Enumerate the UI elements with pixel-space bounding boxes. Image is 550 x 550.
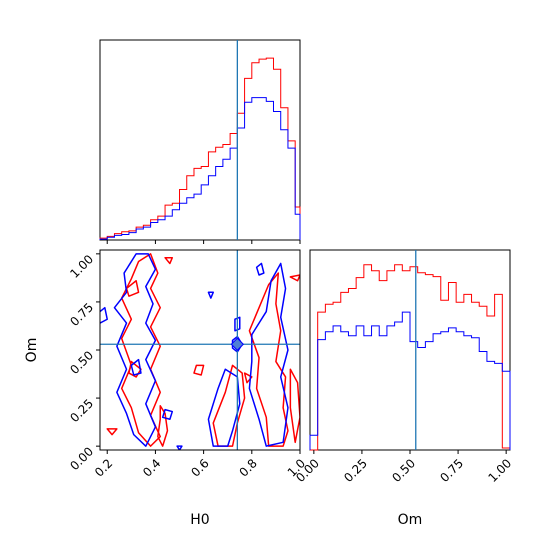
histogram-h0-ticks [106, 240, 301, 244]
contour-red-level [157, 405, 169, 447]
contour-red-level [248, 272, 289, 447]
contour-blue-level [248, 262, 289, 447]
histogram-h0-panel [99, 39, 301, 244]
contour-red-series [106, 253, 300, 447]
contour-x-axis-label: H0 [190, 512, 209, 528]
histogram-om-x-ticks: 0.00 0.25 0.50 0.75 1.00 [293, 450, 514, 485]
contour-x-tick-label: 0.6 [188, 456, 211, 479]
contour-blue-level [207, 291, 214, 299]
histogram-om-x-tick-label: 0.75 [437, 456, 466, 485]
histogram-om-x-tick-label: 0.25 [341, 456, 370, 485]
histogram-h0-frame [99, 39, 301, 241]
contour-red-level [106, 428, 118, 436]
contour-truth-marker [230, 337, 245, 351]
contour-y-axis-label: Om [24, 338, 40, 363]
contour-red-level [212, 364, 246, 447]
contour-red-level [243, 372, 253, 384]
contour-y-tick-label: 0.50 [67, 348, 96, 377]
histogram-om-x-axis-label: Om [398, 512, 423, 528]
contour-red-level [289, 368, 300, 444]
contour-red-level [289, 274, 300, 282]
contour-blue-level [100, 306, 108, 324]
contour-blue-series [100, 253, 289, 450]
histogram-om-panel: 0.00 0.25 0.50 0.75 1.00 Om [293, 249, 514, 528]
contour-panel: 0.2 0.4 0.6 0.8 1.0 0.000.250.500.751.00 H0 … [24, 249, 308, 528]
histogram-om-x-tick-label: 1.00 [485, 456, 514, 485]
contour-red-level [193, 364, 205, 376]
contour-y-tick-label: 0.25 [67, 396, 96, 425]
contour-red-level [164, 256, 174, 265]
contour-blue-level [161, 408, 174, 420]
contour-y-ticks: 0.000.250.500.751.00 [67, 252, 100, 473]
contour-blue-level [234, 316, 241, 332]
histogram-h0-blue-series [99, 97, 301, 240]
contour-blue-level [207, 368, 241, 447]
contour-blue-level [113, 253, 157, 447]
contour-blue-level [176, 445, 183, 450]
contour-blue-level [130, 358, 142, 376]
histogram-om-x-tick-label: 0.50 [389, 456, 418, 485]
contour-blue-level [255, 262, 265, 276]
contour-x-tick-label: 0.2 [92, 456, 115, 479]
contour-y-tick-label: 0.75 [67, 300, 96, 329]
contour-y-tick-label: 1.00 [67, 252, 96, 281]
contour-x-tick-label: 0.4 [140, 456, 163, 479]
contour-red-level [125, 280, 140, 297]
contour-red-level [128, 360, 142, 378]
histogram-om-red-series [310, 264, 511, 451]
histogram-om-blue-series [309, 311, 511, 450]
histogram-om-frame [309, 249, 511, 451]
histogram-h0-red-series [99, 57, 301, 240]
contour-x-tick-label: 0.8 [237, 456, 260, 479]
contour-x-ticks: 0.2 0.4 0.6 0.8 1.0 [92, 450, 308, 480]
